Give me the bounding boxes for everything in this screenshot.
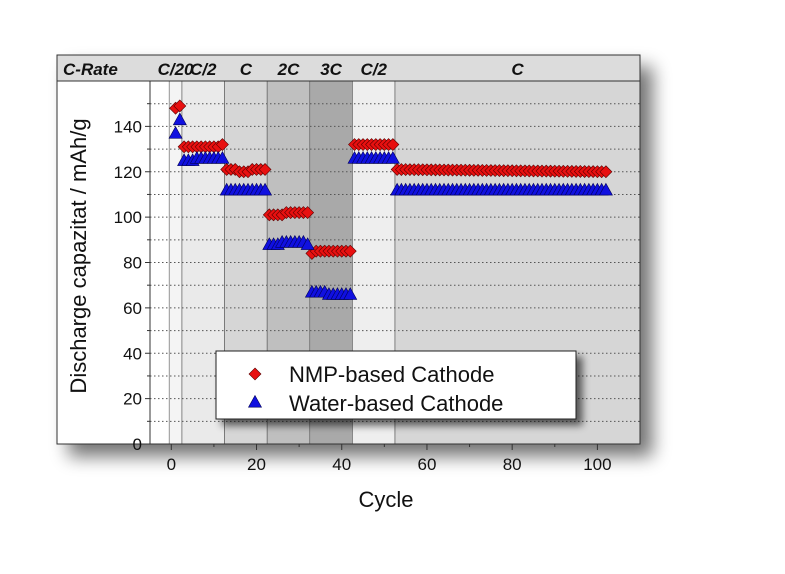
y-tick-label: 20 [123, 390, 142, 409]
legend-triangle-icon [247, 394, 263, 408]
y-tick-label: 40 [123, 344, 142, 363]
rate-region-label: C [240, 60, 253, 79]
legend: NMP-based Cathode Water-based Cathode [215, 350, 577, 420]
y-axis-label: Discharge capazitat / mAh/g [66, 118, 91, 393]
x-tick-label: 60 [417, 455, 436, 474]
rate-region-label: C/2 [360, 60, 387, 79]
water-data-point [300, 237, 315, 250]
water-data-point [258, 182, 273, 196]
water-data-point [172, 112, 187, 126]
y-tick-label: 100 [114, 208, 142, 227]
x-axis-label: Cycle [358, 487, 413, 512]
legend-marker-water [247, 394, 263, 408]
rate-region-label: C/2 [190, 60, 217, 79]
rate-region-label: 2C [277, 60, 300, 79]
x-tick-label: 20 [247, 455, 266, 474]
data-points [168, 99, 613, 300]
x-tick-label: 0 [167, 455, 176, 474]
legend-label-water: Water-based Cathode [289, 391, 503, 416]
water-data-point [598, 182, 613, 196]
nmp-data-point [599, 165, 613, 179]
y-tick-label: 80 [123, 254, 142, 273]
axes: 0 20 40 60 80 100 120 140 0 20 40 60 80 100 [114, 103, 612, 474]
x-tick-label: 100 [583, 455, 611, 474]
water-data-point [215, 151, 230, 164]
rate-labels: C-Rate C/20C/2 C 2C 3C C/2 C [63, 60, 524, 79]
water-data-point [385, 151, 400, 164]
water-data-point [343, 287, 358, 300]
legend-box [215, 350, 577, 420]
nmp-data-point [301, 206, 315, 220]
nmp-data-point [216, 138, 229, 151]
nmp-data-point [258, 163, 272, 176]
nmp-data-point [173, 99, 187, 113]
y-tick-label: 60 [123, 299, 142, 318]
rate-region-label: C/20 [158, 60, 194, 79]
y-tick-label: 140 [114, 117, 142, 136]
rate-region-label: C [511, 60, 524, 79]
y-tick-label: 0 [133, 435, 142, 454]
y-tick-label: 120 [114, 163, 142, 182]
rate-header-label: C-Rate [63, 60, 118, 79]
rate-region-label: 3C [320, 60, 342, 79]
water-data-point [168, 126, 183, 139]
nmp-data-point [343, 244, 357, 258]
legend-label-nmp: NMP-based Cathode [289, 362, 494, 387]
legend-diamond-icon [248, 367, 262, 381]
nmp-data-point [386, 138, 400, 151]
x-tick-label: 80 [503, 455, 522, 474]
x-tick-label: 40 [332, 455, 351, 474]
legend-marker-nmp [248, 367, 262, 381]
rate-header-strip [56, 54, 641, 82]
